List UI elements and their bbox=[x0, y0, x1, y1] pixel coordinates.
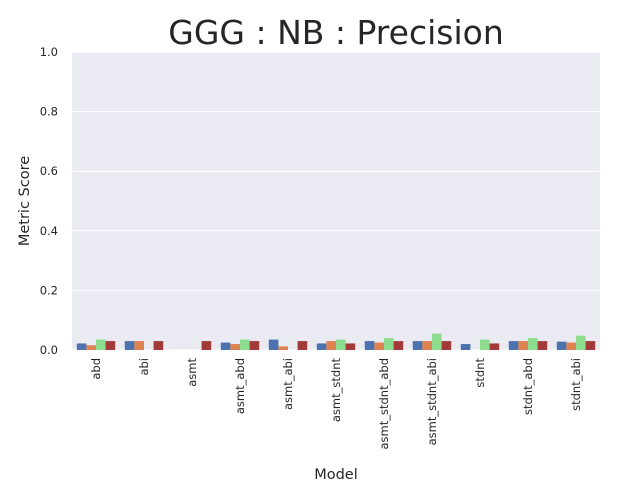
bar-abd-s2 bbox=[86, 345, 96, 350]
bar-stdnt_abd-s3 bbox=[528, 338, 538, 350]
bar-abi-s2 bbox=[134, 341, 144, 350]
bar-asmt_abd-s1 bbox=[220, 342, 231, 350]
x-tick-label: stdnt_abd bbox=[521, 358, 535, 415]
y-tick-label: 0.8 bbox=[40, 105, 58, 119]
bar-asmt_stdnt_abd-s1 bbox=[364, 341, 375, 350]
bar-stdnt_abd-s4 bbox=[537, 341, 548, 350]
y-tick-label: 0.0 bbox=[40, 343, 58, 357]
bar-asmt_abd-s3 bbox=[240, 339, 250, 350]
bar-stdnt-s3 bbox=[480, 339, 490, 350]
x-tick-label: stdnt bbox=[473, 358, 487, 388]
y-tick-labels: 0.0 0.2 0.4 0.6 0.8 1.0 bbox=[40, 45, 58, 357]
bar-stdnt_abi-s2 bbox=[566, 342, 576, 350]
bar-asmt_stdnt_abd-s4 bbox=[393, 341, 404, 350]
bar-asmt_stdnt-s1 bbox=[316, 343, 327, 350]
bar-asmt-s4 bbox=[201, 341, 212, 350]
bar-asmt_stdnt-s4 bbox=[345, 343, 356, 350]
plot-background bbox=[72, 52, 600, 350]
y-tick-label: 0.4 bbox=[40, 224, 58, 238]
bar-asmt_abi-s4 bbox=[297, 341, 308, 350]
bar-asmt_stdnt-s2 bbox=[326, 341, 336, 350]
bar-abd-s4 bbox=[105, 341, 116, 350]
y-tick-label: 0.6 bbox=[40, 164, 58, 178]
y-axis-label: Metric Score bbox=[17, 156, 33, 246]
bar-asmt_stdnt_abd-s2 bbox=[374, 342, 384, 350]
y-tick-label: 0.2 bbox=[40, 283, 58, 297]
bar-stdnt_abd-s2 bbox=[518, 341, 528, 350]
x-tick-label: asmt_abi bbox=[281, 358, 295, 410]
x-tick-label: asmt_stdnt_abd bbox=[377, 358, 391, 450]
x-tick-labels: abd abi asmt asmt_abd asmt_abi asmt_stdnt asmt… bbox=[89, 358, 583, 450]
bar-asmt_stdnt-s3 bbox=[336, 339, 346, 350]
x-tick-label: asmt_abd bbox=[233, 358, 247, 414]
x-tick-label: stdnt_abi bbox=[569, 358, 583, 411]
x-axis-label: Model bbox=[314, 467, 358, 483]
bar-asmt_stdnt_abi-s3 bbox=[432, 333, 442, 350]
bar-asmt_abi-s2 bbox=[278, 346, 288, 350]
x-tick-label: abd bbox=[89, 358, 103, 380]
bar-asmt_abi-s1 bbox=[268, 339, 279, 350]
bar-asmt_stdnt_abd-s3 bbox=[384, 338, 394, 350]
bar-asmt_stdnt_abi-s2 bbox=[422, 341, 432, 350]
chart-title: GGG : NB : Precision bbox=[168, 13, 503, 52]
bar-stdnt-s4 bbox=[489, 343, 500, 350]
x-tick-label: asmt bbox=[185, 358, 199, 387]
bar-abd-s1 bbox=[76, 343, 87, 350]
bar-stdnt_abi-s4 bbox=[585, 341, 596, 350]
bar-stdnt_abi-s3 bbox=[576, 335, 586, 350]
bar-asmt_stdnt_abi-s1 bbox=[412, 341, 423, 350]
x-tick-label: abi bbox=[137, 358, 151, 376]
x-tick-label: asmt_stdnt_abi bbox=[425, 358, 439, 445]
bar-stdnt_abd-s1 bbox=[508, 341, 519, 350]
bar-asmt_abd-s4 bbox=[249, 341, 260, 350]
bars bbox=[76, 333, 596, 350]
bar-stdnt_abi-s1 bbox=[556, 341, 567, 350]
x-tick-label: asmt_stdnt bbox=[329, 358, 343, 423]
y-tick-label: 1.0 bbox=[40, 45, 58, 59]
bar-asmt_abd-s2 bbox=[230, 344, 240, 350]
bar-abi-s1 bbox=[124, 341, 135, 350]
bar-abd-s3 bbox=[96, 339, 106, 350]
bar-abi-s4 bbox=[153, 341, 164, 350]
bar-stdnt-s1 bbox=[460, 344, 471, 350]
bar-asmt_stdnt_abi-s4 bbox=[441, 341, 452, 350]
